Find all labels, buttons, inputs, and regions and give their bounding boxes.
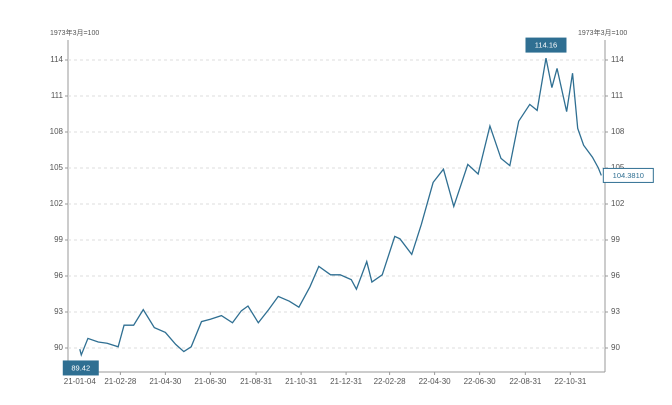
y-tick-label: 108 [50,127,64,136]
y-axis-label: 1973年3月=100 [50,28,99,37]
y2-tick-label: 96 [611,271,620,280]
x-tick-label: 21-08-31 [240,377,273,386]
y2-tick-label: 105 [611,163,625,172]
y2-axis-label: 1973年3月=100 [578,28,627,37]
data-line [79,57,602,358]
x-tick-label: 21-12-31 [330,377,363,386]
y-tick-label: 93 [54,307,63,316]
x-tick-label: 22-04-30 [419,377,452,386]
annotation-label: 89.42 [71,363,90,372]
y2-tick-label: 102 [611,199,625,208]
y-tick-label: 111 [51,91,64,100]
annotation-box [525,37,567,53]
y-tick-label: 102 [50,199,64,208]
y-tick-label: 114 [50,55,63,64]
y-tick-label: 96 [54,271,63,280]
y-tick-label: 105 [50,163,64,172]
annotation-box [62,360,99,376]
x-tick-label: 21-06-30 [194,377,227,386]
y2-tick-label: 90 [611,343,620,352]
y2-tick-label: 93 [611,307,620,316]
annotation-label: 104.3810 [613,171,644,180]
x-tick-label: 22-10-31 [554,377,587,386]
x-tick-label: 22-08-31 [509,377,542,386]
x-tick-label: 22-02-28 [374,377,407,386]
y2-tick-label: 114 [611,55,624,64]
x-tick-label: 21-02-28 [104,377,137,386]
x-tick-label: 21-10-31 [285,377,318,386]
annotation-box [602,167,654,183]
y-tick-label: 90 [54,343,63,352]
x-tick-label: 21-04-30 [149,377,182,386]
x-tick-label: 22-06-30 [464,377,497,386]
x-tick-label: 21-01-04 [64,377,97,386]
annotation-label: 114.16 [535,41,557,50]
y-tick-label: 99 [54,235,63,244]
y2-tick-label: 111 [611,91,624,100]
y2-tick-label: 99 [611,235,620,244]
y2-tick-label: 108 [611,127,625,136]
